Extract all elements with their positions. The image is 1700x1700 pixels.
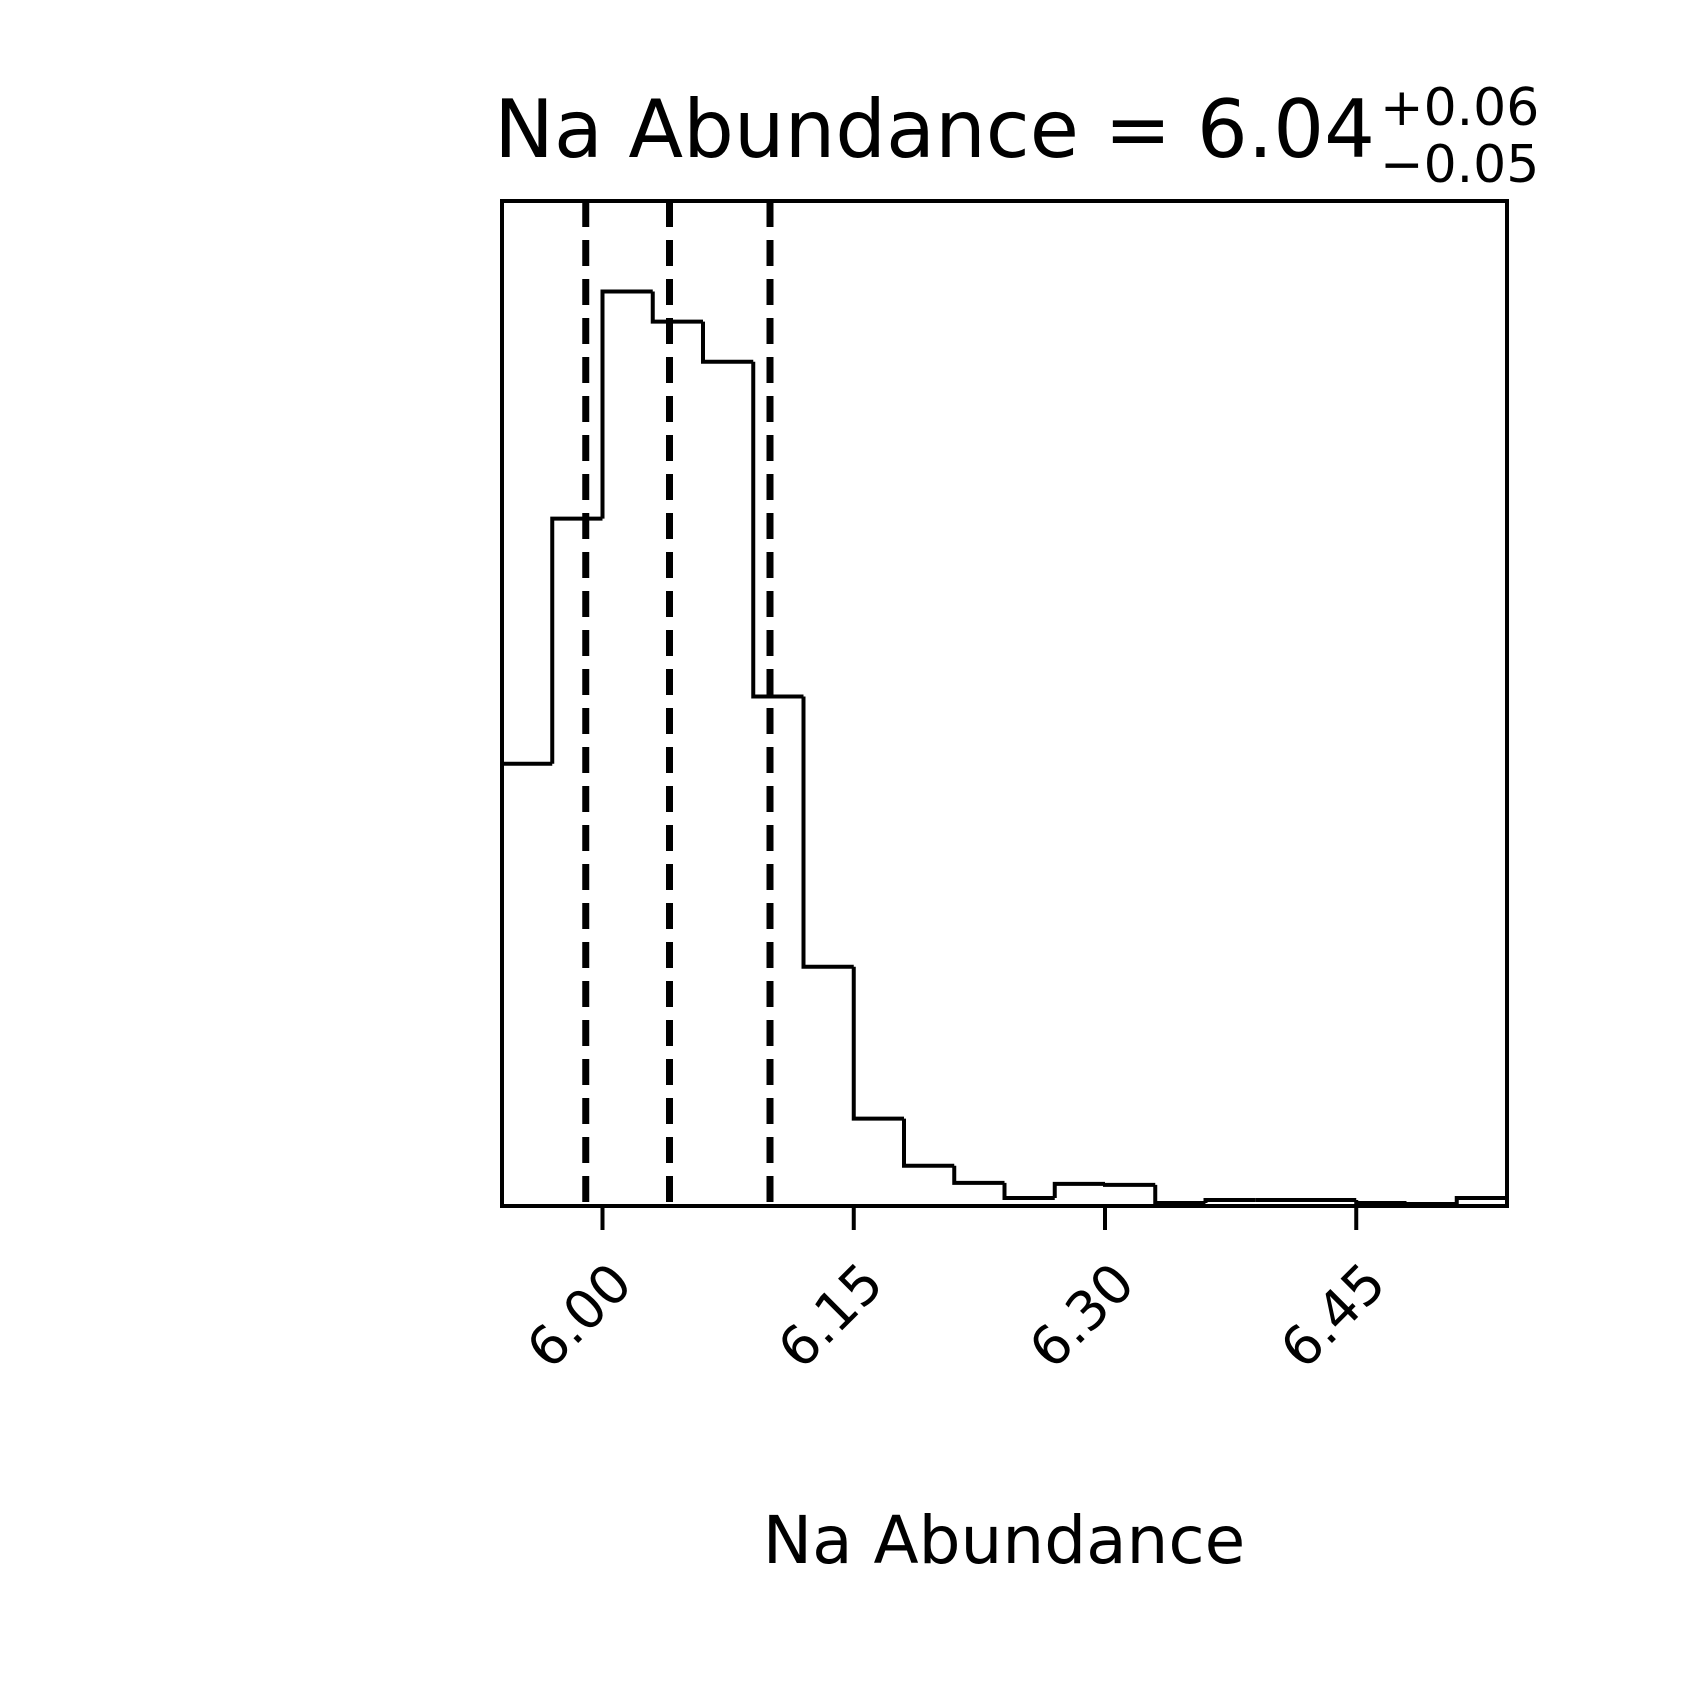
quantile-lines [582,201,774,1206]
histogram-bin [1052,1181,1105,1198]
histogram-bin [550,516,603,764]
x-axis-label: Na Abundance [763,1502,1246,1579]
histogram-bin [701,321,754,364]
histogram-steps [500,289,1509,1206]
x-tick-label: 6.15 [766,1251,896,1381]
plot-frame [500,199,1509,1208]
histogram-bin [1354,1199,1407,1205]
histogram-bin [1203,1197,1256,1203]
histogram-bin [650,291,703,324]
chart-title: Na Abundance = 6.04 [494,83,1375,176]
histogram-bin [751,361,804,699]
histogram-bin [1153,1184,1206,1205]
histogram-bin [902,1118,955,1168]
histogram-bin [851,966,904,1121]
histogram-bin [1404,1201,1457,1206]
histogram-bin [600,289,653,519]
x-tick-label: 6.00 [514,1251,644,1381]
x-axis-ticks: 6.00 6.15 6.30 6.45 [514,1206,1398,1381]
x-tick-label: 6.45 [1268,1251,1398,1381]
histogram-bin [1103,1182,1156,1187]
histogram-bin [952,1165,1005,1185]
chart-title-lower-error: −0.05 [1380,135,1539,195]
histogram-bin [801,696,854,969]
chart-title-upper-error: +0.06 [1380,78,1539,138]
histogram-bin [500,761,553,1206]
histogram-bin [1002,1182,1055,1200]
x-tick-label: 6.30 [1017,1251,1147,1381]
